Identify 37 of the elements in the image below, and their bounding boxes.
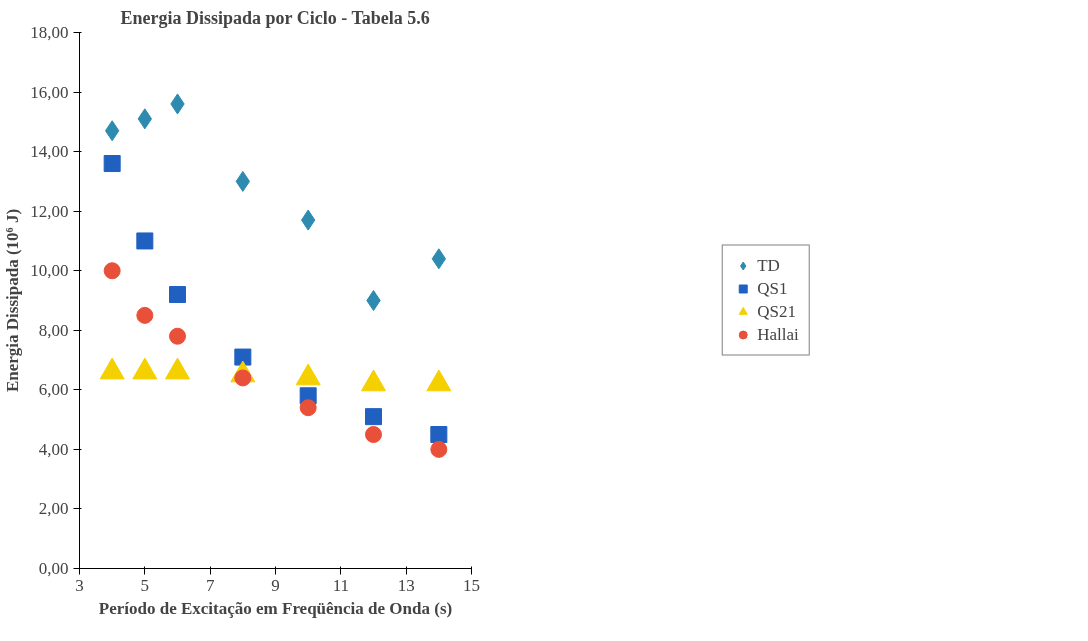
y-tick-label: 10,00 [30,261,69,281]
point [103,155,121,173]
y-tick-label: 0,00 [38,559,69,578]
point [169,327,186,345]
point [136,232,154,250]
point [365,408,382,426]
x-tick-label: 15 [463,575,480,595]
x-tick-label: 7 [205,575,215,595]
point [136,306,154,324]
legend-label: TD [757,255,780,276]
x-tick-label: 5 [140,575,150,595]
y-tick-label: 16,00 [30,82,69,102]
y-axis-title: Energia Dissipada (10⁶ J) [3,208,23,393]
y-tick-label: 18,00 [30,23,69,42]
x-tick-label: 11 [332,575,350,595]
legend-label: QS1 [757,278,788,299]
y-tick-label: 8,00 [38,320,69,340]
point [430,426,448,443]
x-tick-label: 13 [397,575,415,595]
x-tick-label: 3 [75,575,84,595]
point [169,286,186,304]
chart-title: Energia Dissipada por Ciclo - Tabela 5.6 [120,7,430,28]
legend-label: Hallai [757,324,799,345]
point [234,348,252,366]
point [103,262,121,280]
point [430,440,448,458]
y-tick-label: 4,00 [38,439,69,459]
y-tick-label: 14,00 [30,142,69,162]
x-axis-title: Período de Excitação em Freqüência de Onda (s) [98,598,453,618]
y-tick-label: 2,00 [38,499,69,519]
point [299,399,317,417]
point [366,290,381,311]
x-tick-label: 9 [271,575,280,595]
y-tick-label: 12,00 [30,201,69,221]
legend-label: QS21 [757,301,796,322]
y-tick-label: 6,00 [38,380,69,400]
point [365,426,382,443]
